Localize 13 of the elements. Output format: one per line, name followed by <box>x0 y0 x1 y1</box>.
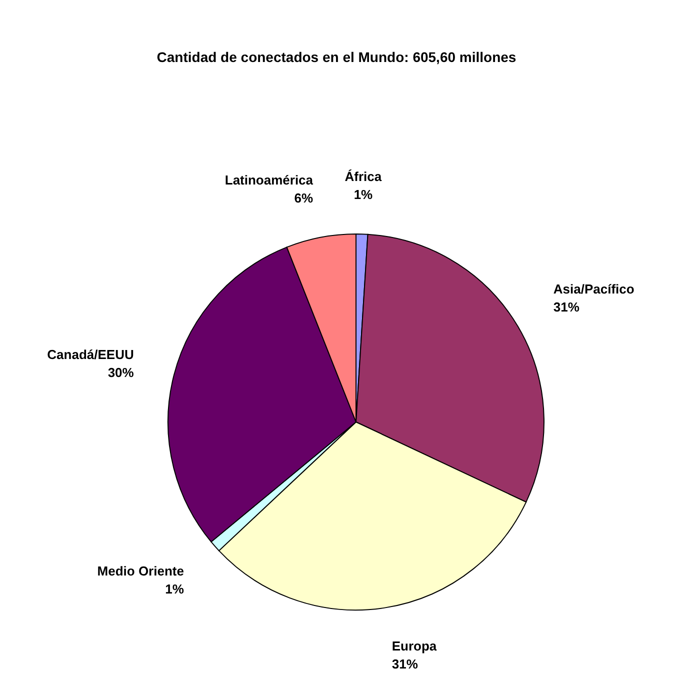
data-label: 31% <box>553 299 580 314</box>
data-label: 6% <box>294 190 314 206</box>
data-label: 1% <box>165 582 184 597</box>
data-label: 31% <box>392 656 418 672</box>
slice-label: Asia/Pacífico <box>553 281 634 296</box>
slice-label: Canadá/EEUU <box>47 346 134 362</box>
slice-label: África <box>344 168 382 184</box>
slice-label: Medio Oriente <box>97 564 184 579</box>
chart-title: Cantidad de conectados en el Mundo: 605,60 millones <box>156 49 516 65</box>
data-label: 1% <box>354 186 374 202</box>
slice-label: Latinoamérica <box>224 172 314 188</box>
data-label: 30% <box>108 364 134 380</box>
slice-label: Europa <box>392 638 438 654</box>
